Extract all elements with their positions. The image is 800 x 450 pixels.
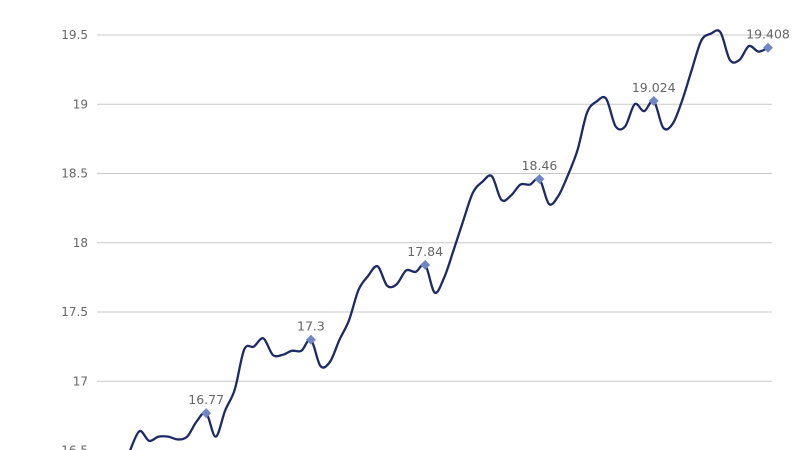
gridlines — [97, 34, 772, 382]
data-label: 17.84 — [407, 244, 443, 259]
data-label: 18.46 — [522, 158, 558, 173]
y-tick-label: 19.5 — [61, 28, 88, 42]
data-label: 16.77 — [188, 392, 224, 407]
data-point-marker — [648, 95, 659, 106]
data-label: 17.3 — [297, 319, 325, 334]
data-label: 19.024 — [632, 80, 676, 95]
y-tick-label: 18.5 — [61, 167, 88, 181]
series-line — [128, 29, 769, 450]
data-point-marker — [201, 408, 212, 419]
y-tick-label: 16.5 — [61, 444, 88, 450]
y-tick-label: 18 — [73, 236, 88, 250]
y-axis-ticks: 16.5 17 17.5 18 18.5 19 19.5 — [61, 28, 88, 450]
data-markers: 16.77 17.3 17.84 18.46 19.024 19.408 — [188, 27, 790, 419]
y-tick-label: 17 — [73, 374, 88, 388]
data-point-marker — [420, 259, 431, 270]
data-point-marker — [763, 42, 773, 53]
y-tick-label: 17.5 — [61, 305, 88, 319]
data-point-marker — [305, 334, 316, 345]
y-tick-label: 19 — [73, 97, 88, 111]
data-label: 19.408 — [746, 27, 790, 42]
data-point-marker — [534, 174, 545, 184]
